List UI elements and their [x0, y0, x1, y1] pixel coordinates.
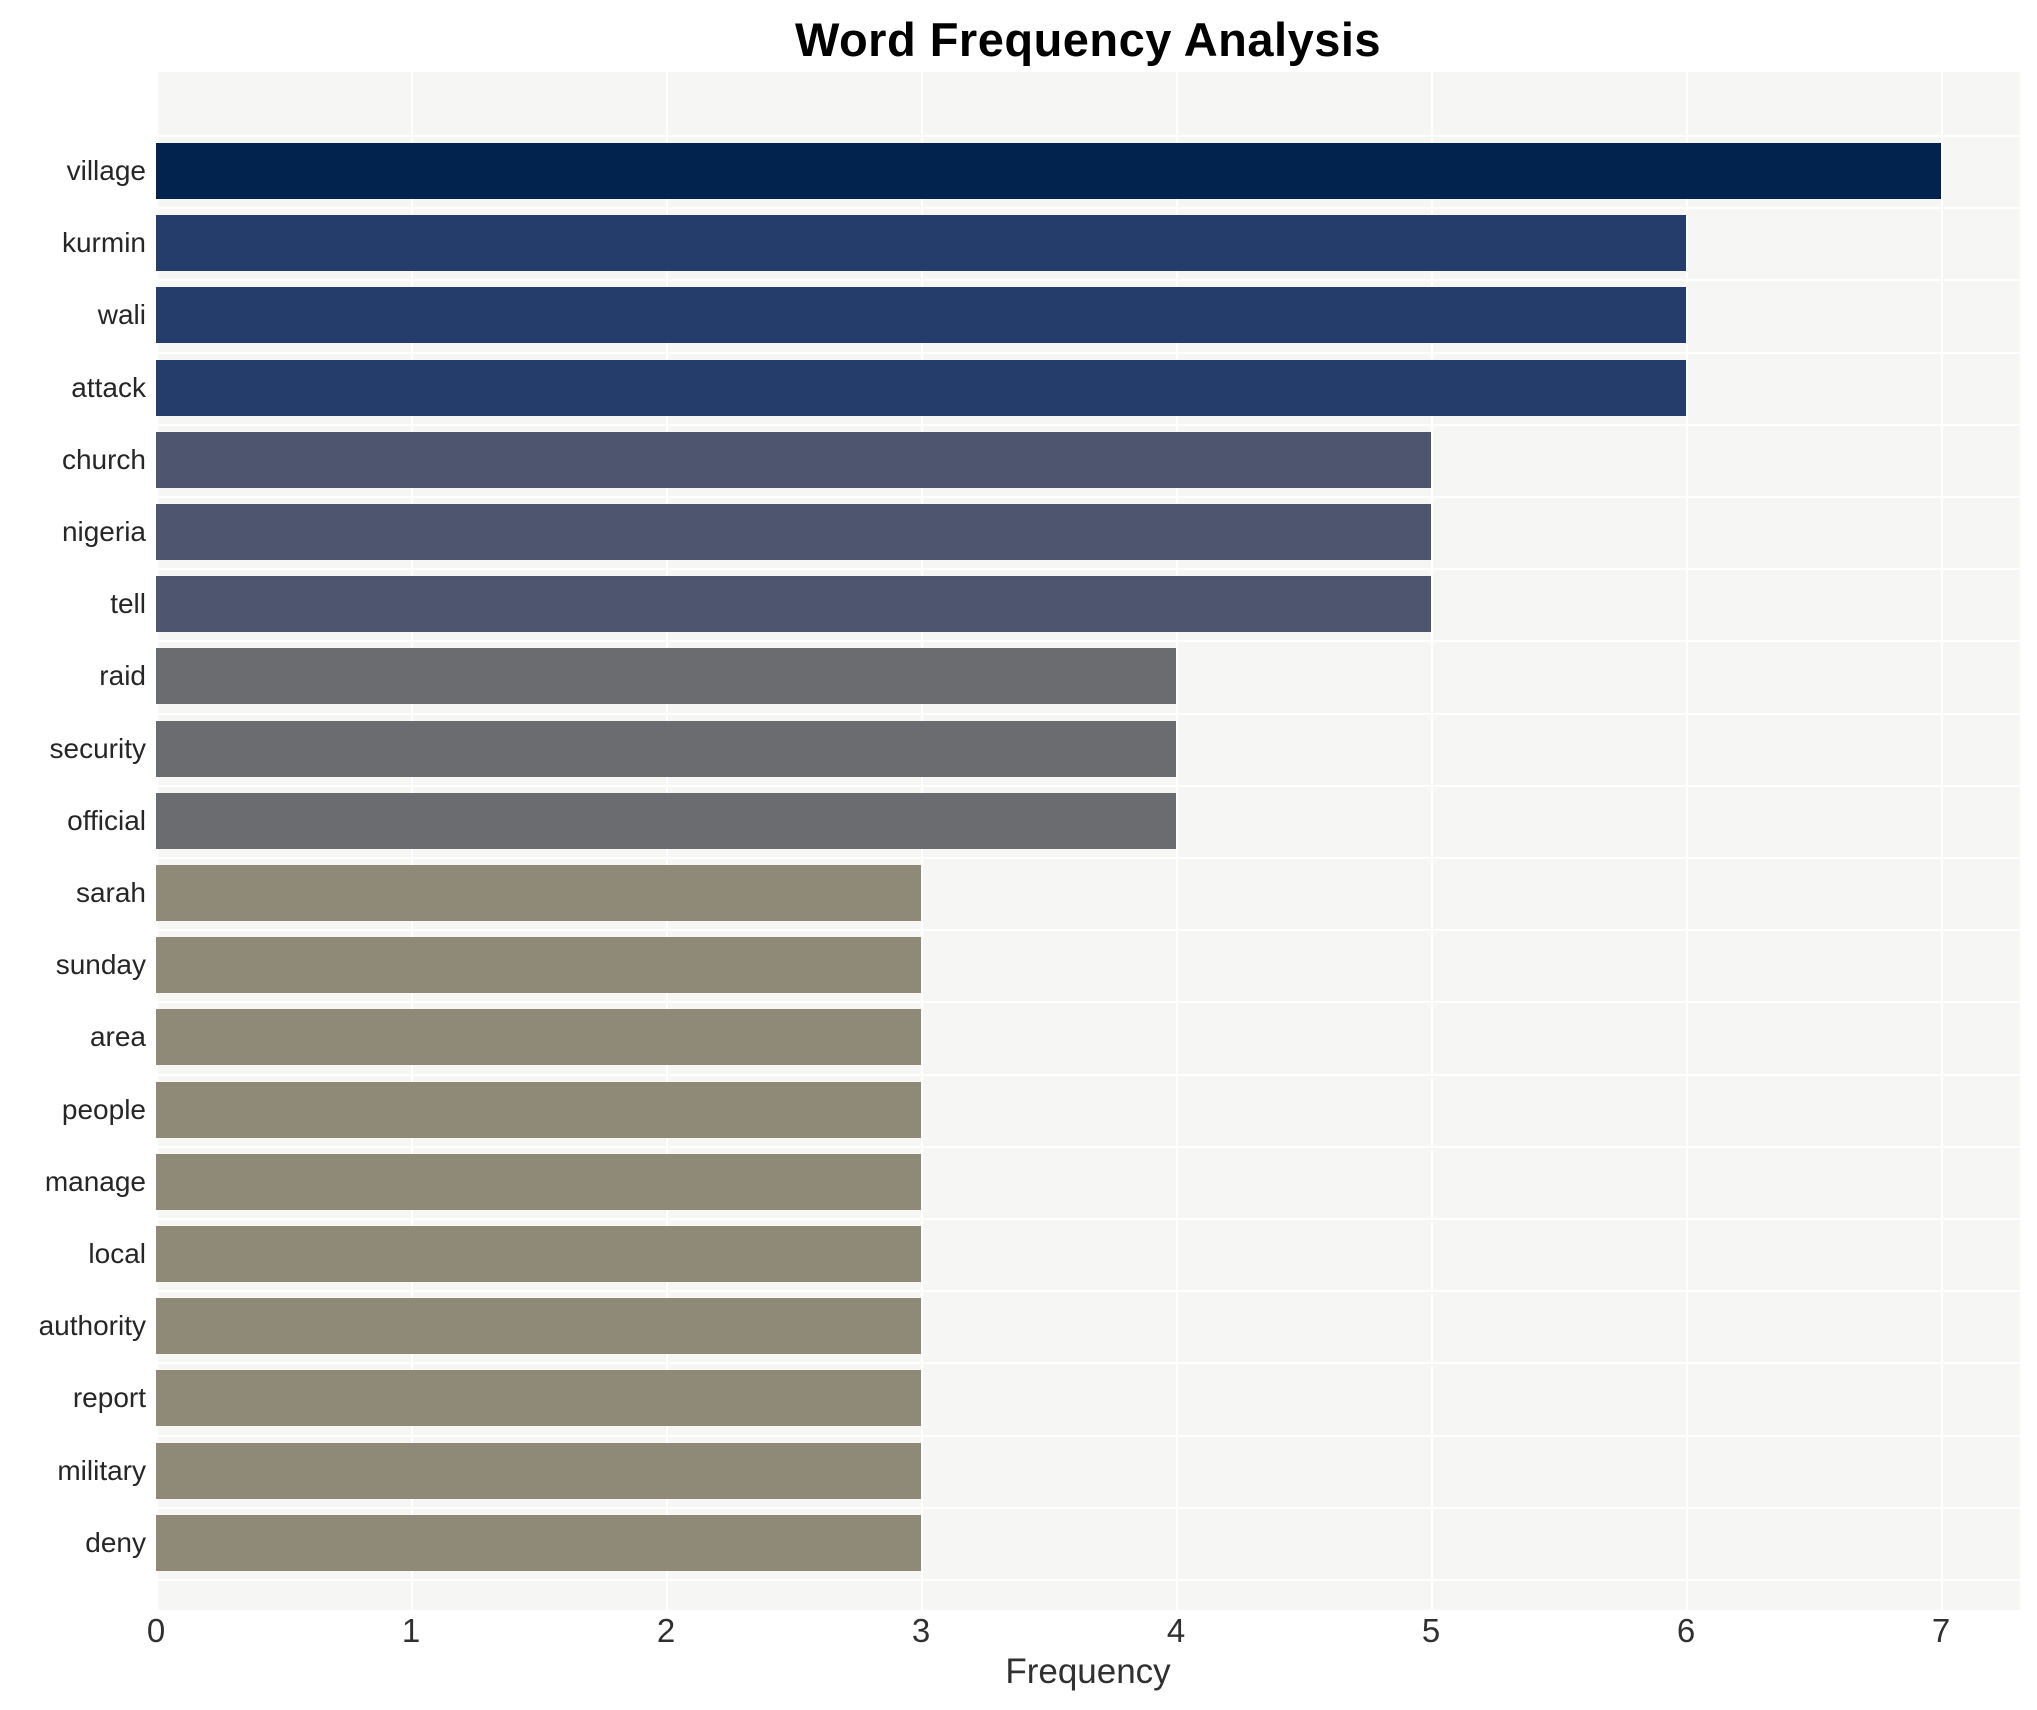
category-label-nigeria: nigeria — [61, 516, 146, 547]
y-gridline — [156, 1145, 2020, 1148]
x-gridline-6 — [1686, 72, 1688, 1610]
plot-area — [156, 72, 2020, 1610]
bar-people — [156, 1081, 921, 1138]
bar-manage — [156, 1153, 921, 1210]
x-gridline-7 — [1941, 72, 1943, 1610]
y-gridline — [156, 496, 2020, 498]
x-gridline-5 — [1431, 72, 1433, 1610]
x-tick-label-0: 0 — [146, 1612, 166, 1649]
x-tick-label-4: 4 — [1166, 1612, 1186, 1649]
category-label-military: military — [57, 1454, 146, 1486]
category-label-deny: deny — [85, 1526, 146, 1558]
bar-deny — [156, 1514, 921, 1571]
y-gridline — [156, 784, 2020, 787]
y-gridline — [156, 1579, 2020, 1581]
bar-report — [156, 1370, 921, 1427]
y-gridline — [156, 423, 2020, 426]
bar-area — [156, 1009, 921, 1066]
bar-attack — [156, 359, 1686, 416]
x-axis-title: Frequency — [1005, 1652, 1171, 1691]
y-gridline — [156, 207, 2020, 210]
bar-village — [156, 143, 1941, 199]
bar-official — [156, 792, 1176, 849]
y-gridline — [156, 857, 2020, 859]
bar-military — [156, 1442, 921, 1499]
y-gridline — [156, 929, 2020, 932]
bar-kurmin — [156, 215, 1686, 272]
y-gridline — [156, 712, 2020, 715]
x-tick-label-2: 2 — [656, 1612, 676, 1649]
bar-wali — [156, 287, 1686, 344]
category-label-sunday: sunday — [55, 949, 146, 981]
category-label-raid: raid — [99, 660, 146, 692]
y-gridline — [156, 1290, 2020, 1293]
category-label-kurmin: kurmin — [61, 227, 146, 259]
bar-sarah — [156, 865, 921, 921]
bar-sunday — [156, 937, 921, 994]
category-label-authority: authority — [38, 1310, 146, 1342]
bar-security — [156, 720, 1176, 777]
x-gridline-4 — [1176, 72, 1178, 1610]
y-gridline — [156, 279, 2020, 282]
category-label-area: area — [89, 1021, 146, 1053]
y-gridline — [156, 351, 2020, 354]
category-label-church: church — [61, 443, 146, 475]
x-tick-label-6: 6 — [1676, 1612, 1696, 1649]
category-label-security: security — [49, 732, 146, 764]
y-gridline — [156, 1434, 2020, 1437]
y-gridline — [156, 1362, 2020, 1365]
category-label-local: local — [88, 1238, 146, 1269]
bar-nigeria — [156, 504, 1431, 560]
y-gridline — [156, 135, 2020, 137]
y-gridline — [156, 1218, 2020, 1220]
category-label-official: official — [67, 804, 146, 836]
bar-authority — [156, 1298, 921, 1355]
category-label-tell: tell — [110, 588, 146, 620]
x-tick-label-5: 5 — [1421, 1612, 1441, 1649]
category-label-report: report — [72, 1382, 146, 1414]
x-tick-label-1: 1 — [401, 1612, 421, 1649]
y-gridline — [156, 640, 2020, 643]
y-gridline — [156, 1073, 2020, 1076]
x-tick-label-3: 3 — [911, 1612, 931, 1649]
bar-local — [156, 1226, 921, 1282]
category-label-village: village — [66, 155, 146, 186]
category-label-people: people — [61, 1093, 146, 1125]
y-gridline — [156, 1506, 2020, 1509]
chart-title: Word Frequency Analysis — [794, 13, 1382, 66]
category-label-attack: attack — [71, 371, 146, 403]
y-gridline — [156, 568, 2020, 571]
bar-tell — [156, 576, 1431, 633]
bar-church — [156, 431, 1431, 488]
category-label-wali: wali — [97, 299, 146, 331]
category-label-sarah: sarah — [75, 877, 146, 908]
bar-raid — [156, 648, 1176, 705]
category-label-manage: manage — [44, 1165, 146, 1197]
y-gridline — [156, 1001, 2020, 1004]
x-tick-label-7: 7 — [1931, 1612, 1951, 1649]
